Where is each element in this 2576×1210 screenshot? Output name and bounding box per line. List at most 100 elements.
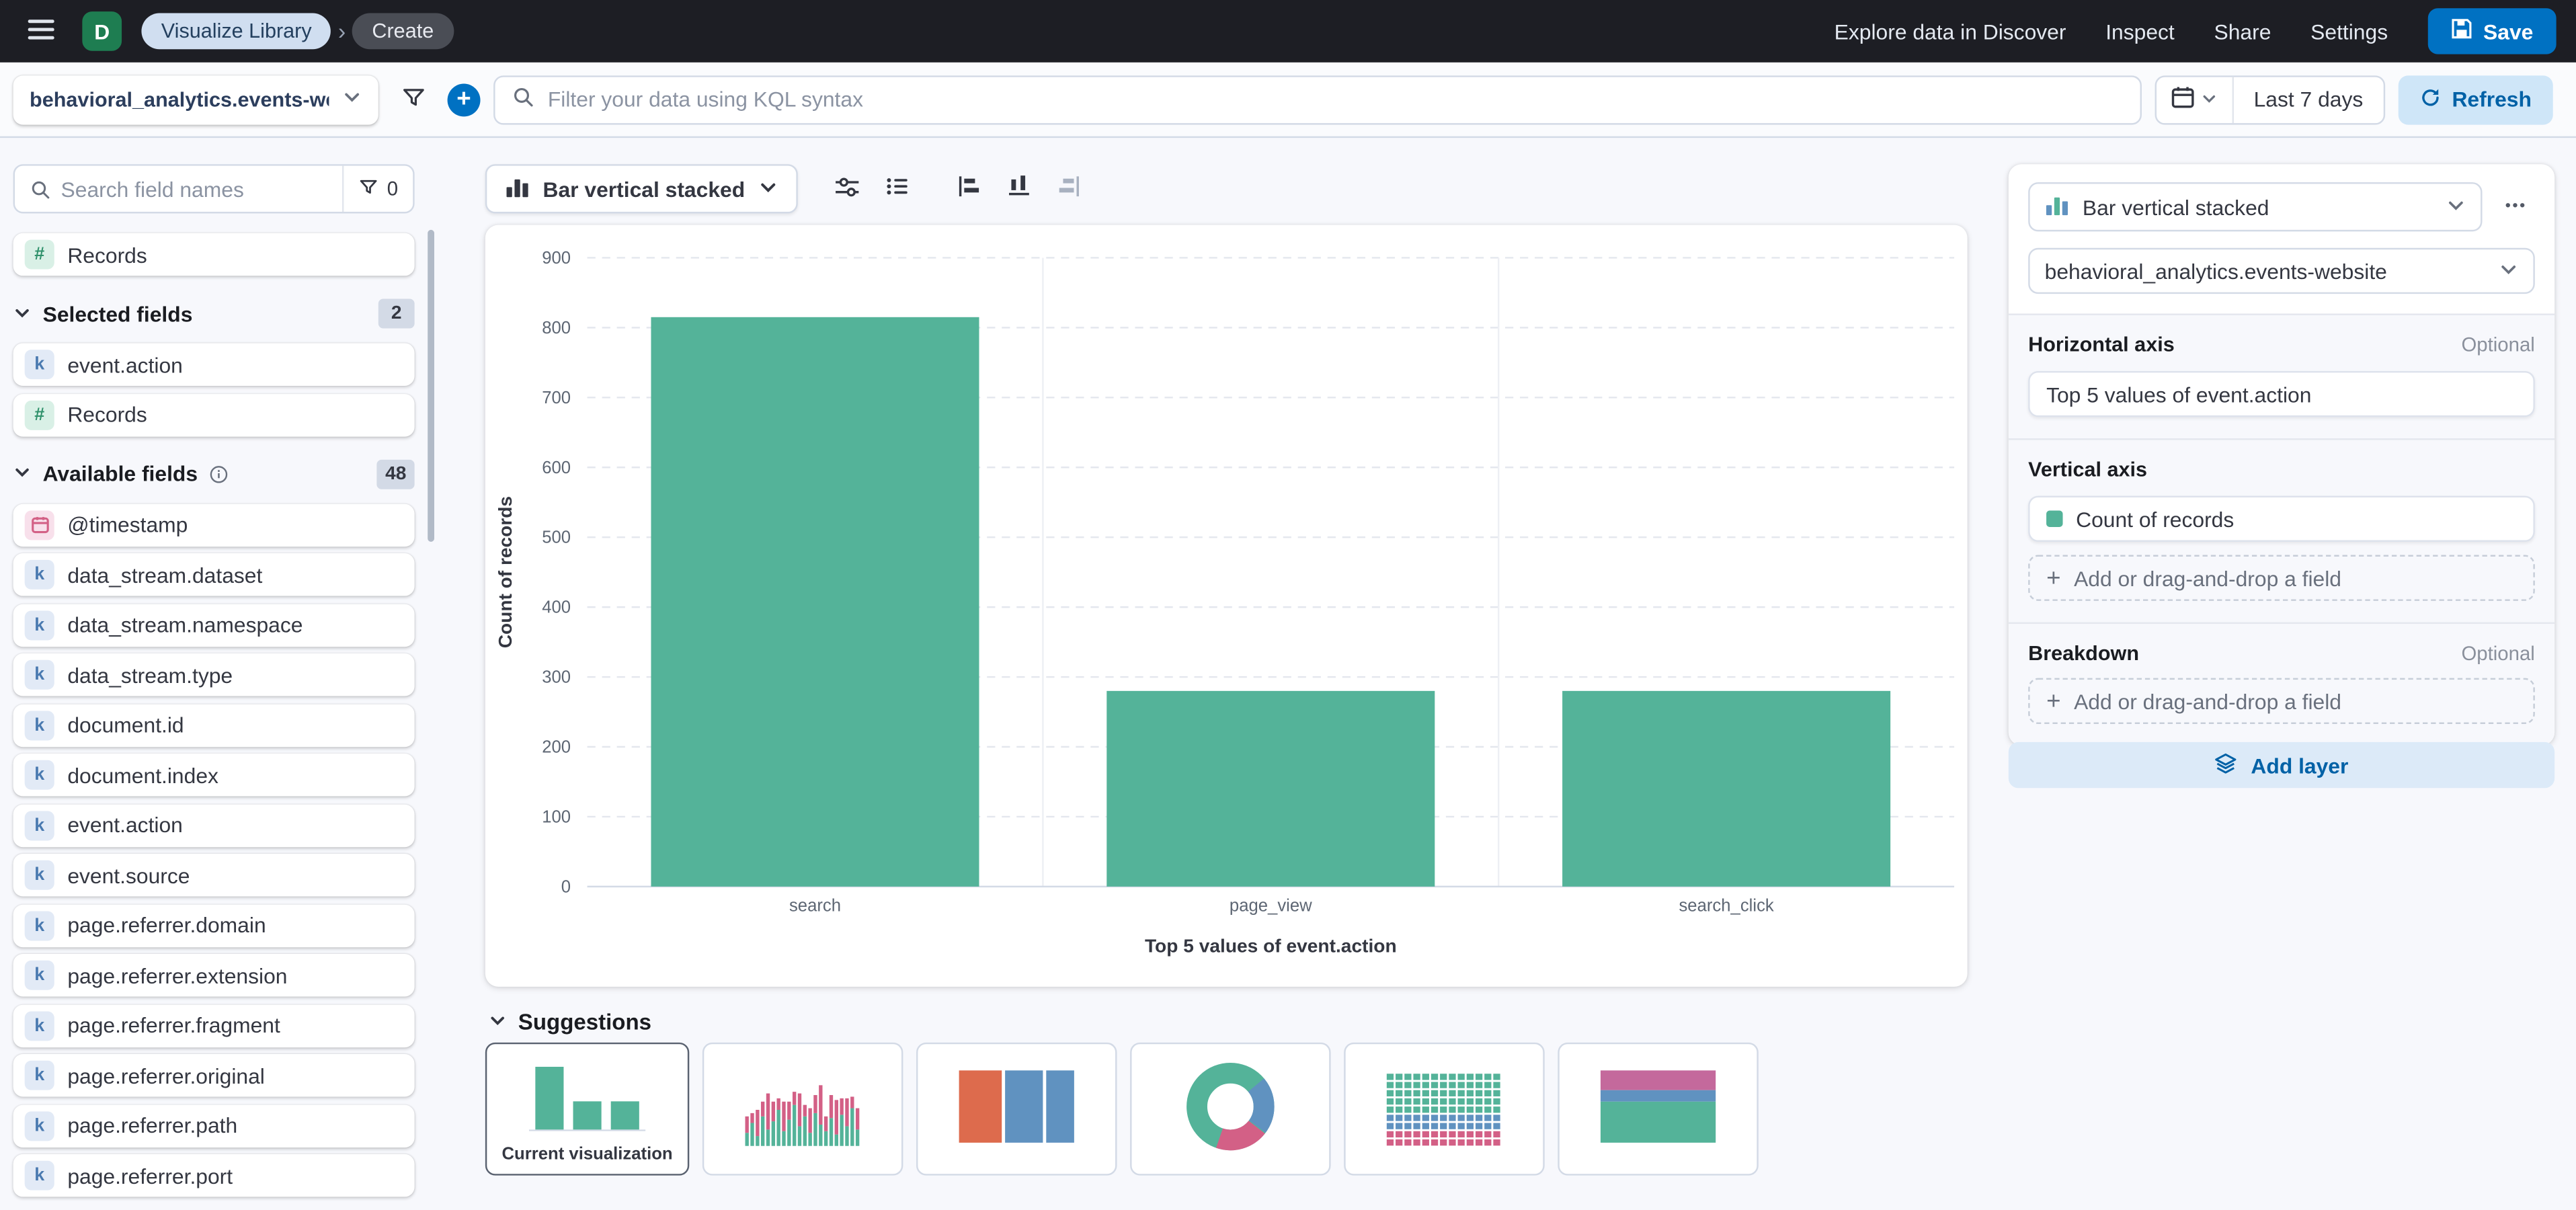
suggestion-current-visualization[interactable]: Current visualization [485,1042,690,1176]
field-item[interactable]: k page.referrer.fragment [13,1004,415,1047]
info-icon[interactable] [209,464,229,483]
layer-actions-button[interactable] [2495,187,2535,227]
share-link[interactable]: Share [2214,19,2271,44]
field-item[interactable]: k data_stream.namespace [13,603,415,647]
suggestion-donut[interactable] [1130,1042,1331,1176]
field-item[interactable]: k page.referrer.extension [13,953,415,997]
inspect-link[interactable]: Inspect [2105,19,2175,44]
suggestion-waffle[interactable] [1344,1042,1545,1176]
field-name: document.id [67,712,184,737]
chart-type-label: Bar vertical stacked [542,176,746,202]
breakdown-add-field[interactable]: + Add or drag-and-drop a field [2028,678,2535,725]
chart-type-switcher[interactable]: Bar vertical stacked [485,164,798,214]
save-button[interactable]: Save [2427,8,2557,54]
bar-chart-icon [2045,192,2070,222]
menu-button[interactable] [19,10,63,52]
field-type-keyword-icon: k [24,860,54,890]
suggestion-bar-percentage-stacked[interactable] [1558,1042,1759,1176]
visual-options-button[interactable] [824,166,871,212]
field-item[interactable]: # Records [13,393,415,436]
add-field-label: Add or drag-and-drop a field [2074,688,2341,714]
toolbar-icon-group [824,166,1094,212]
vertical-axis-label: Vertical axis [2028,458,2148,481]
settings-link[interactable]: Settings [2310,19,2388,44]
field-item[interactable]: @timestamp [13,503,415,547]
chart-panel: 0 100 200 300 400 500 600 700 800 900 search page_v… [485,225,1968,987]
field-item[interactable]: k event.source [13,853,415,897]
space-avatar[interactable]: D [82,11,122,51]
query-filter-button[interactable] [391,78,434,120]
breadcrumb-label: Visualize Library [161,19,312,43]
field-name: page.referrer.fragment [67,1012,280,1038]
suggestion-bar-horizontal-stacked[interactable] [916,1042,1117,1176]
refresh-label: Refresh [2452,87,2532,112]
plus-icon: + [2046,563,2061,592]
field-item[interactable]: k document.index [13,754,415,797]
field-filter-button[interactable]: 0 [342,165,413,212]
selected-fields-count: 2 [378,298,415,329]
field-type-date-icon [24,510,54,540]
vertical-axis-add-field[interactable]: + Add or drag-and-drop a field [2028,555,2535,601]
data-view-switcher[interactable]: behavioral_analytics.events-web... [13,75,378,124]
field-type-keyword-icon: k [24,559,54,590]
layer-data-view-select[interactable]: behavioral_analytics.events-website [2028,247,2535,294]
dimension-label: Count of records [2076,506,2235,532]
field-type-keyword-icon: k [24,960,54,990]
breadcrumb: Visualize Library › Create [141,13,454,50]
horizontal-axis-dimension[interactable]: Top 5 values of event.action [2028,370,2535,417]
refresh-button[interactable]: Refresh [2397,75,2553,124]
field-name: event.action [67,352,183,377]
field-item[interactable]: k data_stream.dataset [13,553,415,596]
bar-chart[interactable]: 0 100 200 300 400 500 600 700 800 900 search page_v… [485,225,1968,987]
field-type-keyword-icon: k [24,710,54,740]
kql-input[interactable] [547,87,2124,112]
available-fields-count: 48 [376,458,415,489]
optional-label: Optional [2461,333,2535,356]
field-item[interactable]: k event.action [13,803,415,847]
field-name: page.referrer.original [67,1063,265,1088]
field-name: page.referrer.path [67,1113,238,1138]
add-field-label: Add or drag-and-drop a field [2074,565,2341,591]
available-fields-toggle[interactable]: Available fields 48 [13,458,415,489]
field-search-input[interactable] [61,176,343,202]
field-item[interactable]: k event.action [13,343,415,386]
vertical-axis-dimension[interactable]: Count of records [2028,495,2535,542]
add-filter-button[interactable]: + [447,83,481,116]
filter-funnel-icon [401,85,426,114]
field-item[interactable]: k data_stream.type [13,653,415,696]
field-name: data_stream.type [67,662,233,688]
selected-fields-label: Selected fields [42,301,193,326]
svg-text:search_click: search_click [1679,896,1773,915]
bottom-axis-icon [1007,174,1032,204]
breadcrumb-visualize-library[interactable]: Visualize Library [141,13,332,50]
field-name: page.referrer.port [67,1163,233,1188]
field-name: event.source [67,862,190,888]
suggestions-toggle[interactable]: Suggestions [489,1010,651,1035]
bottom-axis-button[interactable] [997,166,1043,212]
legend-button[interactable] [875,166,921,212]
explore-data-in-discover-link[interactable]: Explore data in Discover [1834,19,2066,44]
svg-text:search: search [789,896,841,915]
field-item[interactable]: k page.referrer.domain [13,903,415,946]
field-type-keyword-icon: k [24,659,54,690]
query-bar: behavioral_analytics.events-web... + [0,62,2576,138]
add-layer-button[interactable]: Add layer [2008,741,2555,789]
selected-fields-toggle[interactable]: Selected fields 2 [13,298,415,329]
chevron-down-icon [342,87,362,112]
date-quick-select-button[interactable] [2157,76,2235,122]
hamburger-icon [28,17,54,46]
field-item[interactable]: k page.referrer.port [13,1154,415,1197]
field-item[interactable]: k page.referrer.path [13,1104,415,1147]
chevron-down-icon [13,461,32,486]
field-item[interactable]: # Records [13,233,415,276]
left-axis-button[interactable] [946,166,992,212]
time-range-label: Last 7 days [2253,87,2364,112]
available-fields-label: Available fields [42,461,198,486]
time-range-button[interactable]: Last 7 days [2234,87,2382,112]
suggestion-bar-histogram[interactable] [702,1042,903,1176]
layer-chart-type-select[interactable]: Bar vertical stacked [2028,182,2483,232]
field-item[interactable]: k document.id [13,703,415,747]
field-item[interactable]: k page.referrer.original [13,1053,415,1097]
sidebar-scrollbar[interactable] [428,229,435,542]
add-layer-label: Add layer [2251,752,2349,778]
